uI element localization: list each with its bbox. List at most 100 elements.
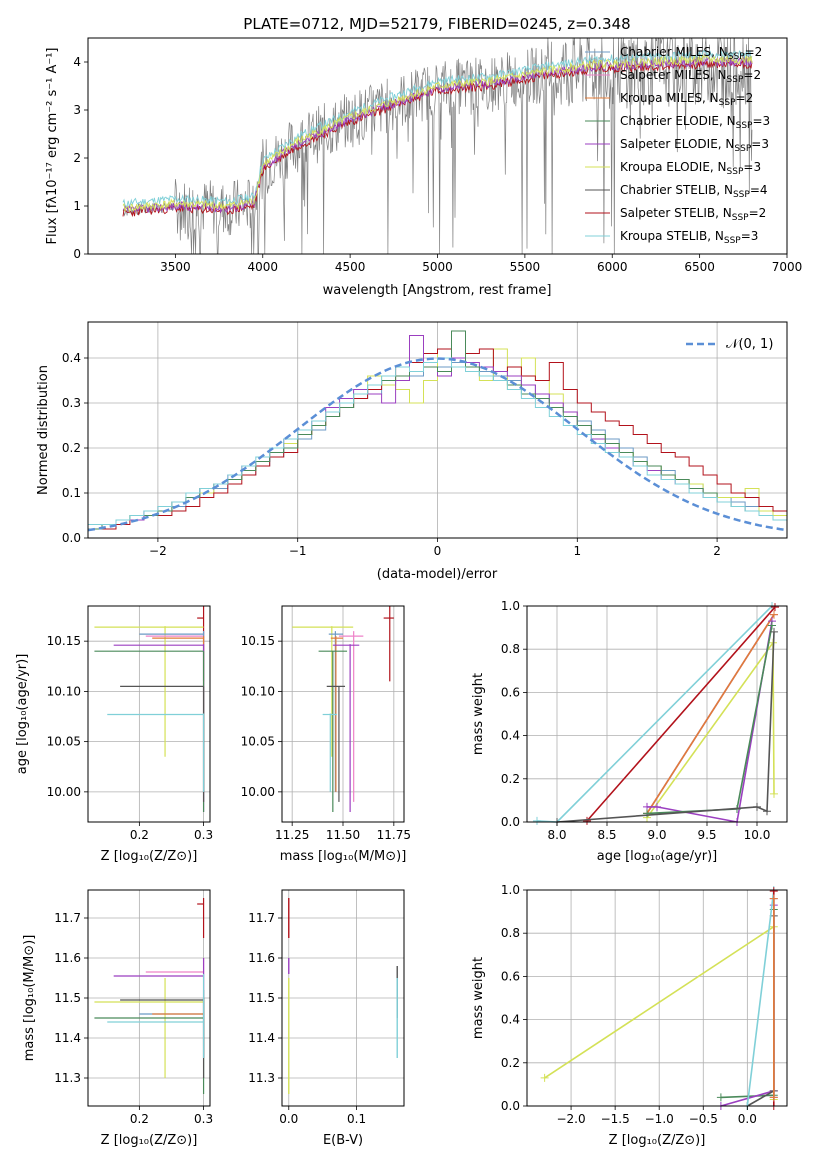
legend-label: Salpeter MILES, NSSP=2 <box>620 68 761 85</box>
y-tick-label: 0.4 <box>501 1013 520 1027</box>
weight-point-marker <box>763 807 771 816</box>
mass-vs-Z-panel: 0.2 0.3 11.3 11.4 11.5 11.6 11.7 Z [log₁₀(Z/Z⊙)… <box>22 889 213 1148</box>
y-tick-label: 11.5 <box>54 991 81 1005</box>
x-tick-label: 1 <box>573 544 581 558</box>
x-tick-label: 0.3 <box>194 1112 213 1126</box>
legend-label-sub: SSP <box>736 121 753 131</box>
weight-point-marker <box>769 887 778 896</box>
y-tick-label: 0.2 <box>501 1056 520 1070</box>
frame <box>526 889 788 1107</box>
kroupa-stelib-weight-line <box>746 889 775 1107</box>
x-tick-label: 5000 <box>422 260 453 274</box>
normal-curve-legend-label: 𝒩(0, 1) <box>726 337 773 352</box>
marks <box>94 898 205 1094</box>
legend-label-text: Chabrier STELIB, N <box>620 183 733 197</box>
grid <box>88 890 210 1106</box>
y-tick-label: 3 <box>73 103 81 117</box>
x-tick-label: 9.0 <box>647 828 666 842</box>
x-axis-label: Z [log₁₀(Z/Z⊙)] <box>101 849 198 864</box>
y-tick-label: 10.15 <box>47 634 81 648</box>
residual-ylabel: Normed distribution <box>36 365 51 495</box>
marks <box>540 886 778 1110</box>
y-axis-label: age [log₁₀(age/yr)] <box>15 654 30 775</box>
weight-point-marker <box>770 610 778 619</box>
x-tick-label: −0.5 <box>689 1112 718 1126</box>
legend-label: Kroupa MILES, NSSP=2 <box>620 91 753 108</box>
weight-point-marker <box>769 894 778 903</box>
legend-label-text: Kroupa MILES, N <box>620 91 719 105</box>
spectrum-ylabel: Flux [fλ10⁻¹⁷ erg cm⁻² s⁻¹ A⁻¹] <box>45 48 60 245</box>
legend-label-text: Chabrier MILES, N <box>620 45 728 59</box>
legend-label-sub: SSP <box>727 75 744 85</box>
axes: 0.0 0.1 11.3 11.4 11.5 11.6 11.7 <box>248 911 366 1126</box>
y-tick-label: 0.6 <box>501 969 520 983</box>
x-axis-label: E(B-V) <box>323 1133 363 1148</box>
legend-label-tail: =3 <box>743 160 761 174</box>
y-tick-label: 11.7 <box>248 911 275 925</box>
massweight-vs-Z-panel: −2.0 −1.5 −1.0 −0.5 0.0 0.0 0.2 0.4 0.6 0.8 1.0 Z [… <box>471 883 788 1148</box>
legend-label-tail: =2 <box>736 91 754 105</box>
x-axis-label: Z [log₁₀(Z/Z⊙)] <box>609 1133 706 1148</box>
x-tick-label: −1.5 <box>601 1112 630 1126</box>
legend-label-sub: SSP <box>732 213 749 223</box>
axes: −2.0 −1.5 −1.0 −0.5 0.0 0.0 0.2 0.4 0.6 0.8 1.0 <box>501 883 757 1126</box>
x-tick-label: −1 <box>289 544 307 558</box>
x-tick-label: 0.2 <box>130 828 149 842</box>
legend-label-text: Chabrier ELODIE, N <box>620 114 736 128</box>
chabrier-stelib-weight-line <box>556 631 775 823</box>
x-tick-label: 2 <box>713 544 721 558</box>
y-tick-label: 1.0 <box>501 599 520 613</box>
weight-point-marker <box>770 789 778 798</box>
weight-point-marker <box>540 1073 549 1082</box>
weight-point-marker <box>533 816 541 825</box>
x-tick-label: −2.0 <box>556 1112 585 1126</box>
y-tick-label: 11.3 <box>248 1071 275 1085</box>
salpeter-stelib-histogram <box>88 348 787 530</box>
legend-label-tail: =3 <box>751 137 769 151</box>
legend-label-text: Kroupa ELODIE, N <box>620 160 727 174</box>
y-tick-label: 0.1 <box>62 486 81 500</box>
x-tick-label: 4500 <box>335 260 366 274</box>
weight-point-marker <box>771 603 779 612</box>
y-tick-label: 11.6 <box>248 951 275 965</box>
axes: 11.25 11.50 11.75 10.00 10.05 10.10 10.15 <box>241 634 411 842</box>
legend-label-sub: SSP <box>728 52 745 62</box>
y-tick-label: 10.15 <box>241 634 275 648</box>
x-axis-label: Z [log₁₀(Z/Z⊙)] <box>101 1133 198 1148</box>
marks <box>94 606 205 812</box>
residual-legend: 𝒩(0, 1) <box>686 337 773 352</box>
y-tick-label: 10.00 <box>241 785 275 799</box>
kroupa-stelib-weight-line <box>536 605 773 823</box>
x-tick-label: 0.0 <box>738 1112 757 1126</box>
y-tick-label: 0.2 <box>62 441 81 455</box>
spectrum-panel: 3500 4000 4500 5000 5500 6000 6500 7000 0 1 2 3 4 wa… <box>45 37 802 298</box>
weight-point-marker <box>768 621 776 630</box>
y-tick-label: 10.05 <box>241 735 275 749</box>
x-tick-label: 0.0 <box>279 1112 298 1126</box>
legend-label: Kroupa STELIB, NSSP=3 <box>620 229 758 246</box>
x-tick-label: 0.1 <box>347 1112 366 1126</box>
axes: 0.2 0.3 10.00 10.05 10.10 10.15 <box>47 634 213 842</box>
grid <box>282 890 404 1106</box>
age-vs-mass-panel: 11.25 11.50 11.75 10.00 10.05 10.10 10.15 mass … <box>241 605 411 864</box>
marks <box>533 602 779 826</box>
y-tick-label: 0.0 <box>62 531 81 545</box>
legend-label: Chabrier STELIB, NSSP=4 <box>620 183 768 200</box>
x-tick-label: 0.2 <box>130 1112 149 1126</box>
figure-title: PLATE=0712, MJD=52179, FIBERID=0245, z=0… <box>243 15 630 33</box>
weight-point-marker <box>716 1093 725 1102</box>
x-tick-label: 11.25 <box>275 828 309 842</box>
mass-vs-ebv-panel: 0.0 0.1 11.3 11.4 11.5 11.6 11.7 E(B-V) <box>248 889 405 1148</box>
spectrum-xlabel: wavelength [Angstrom, rest frame] <box>323 283 552 298</box>
y-tick-label: 0.8 <box>501 926 520 940</box>
frame <box>87 605 211 823</box>
residual-histograms <box>87 330 788 532</box>
y-tick-label: 0.0 <box>501 815 520 829</box>
y-tick-label: 11.5 <box>248 991 275 1005</box>
legend-label: Chabrier MILES, NSSP=2 <box>620 45 762 62</box>
y-tick-label: 10.05 <box>47 735 81 749</box>
y-axis-label: mass [log₁₀(M/M⊙)] <box>22 935 37 1062</box>
kroupa-elodie-model-line <box>122 54 753 213</box>
y-tick-label: 1.0 <box>501 883 520 897</box>
y-tick-label: 0.0 <box>501 1099 520 1113</box>
